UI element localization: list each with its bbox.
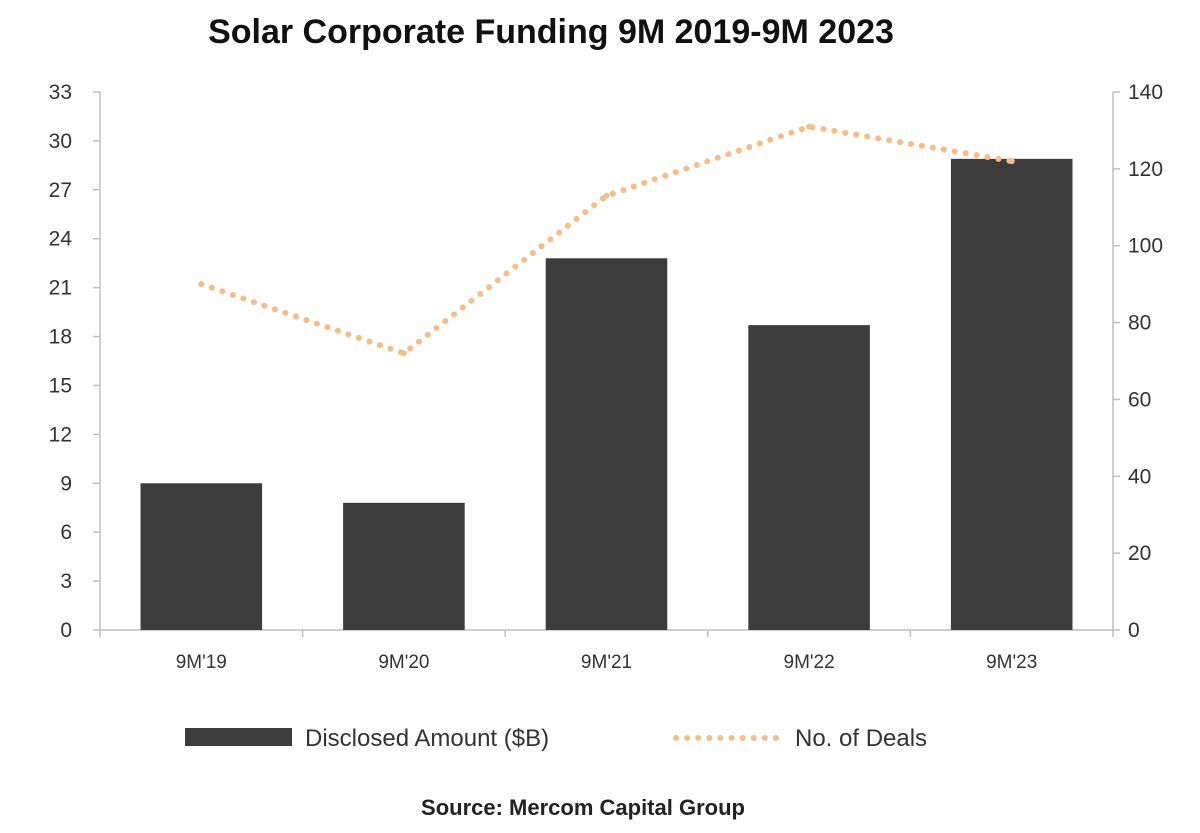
y-right-tick-label: 80: [1128, 312, 1151, 335]
x-tick-label: 9M'23: [986, 652, 1037, 673]
y-right-tick-label: 120: [1128, 158, 1163, 181]
y-left-tick-label: 0: [60, 619, 72, 642]
y-left-tick-label: 12: [49, 423, 72, 446]
plot-area: 0 3 6 9 12 15 18 21 24 27 30 33 0 20 40 60 80 100 120 140 9M…: [49, 81, 1163, 673]
bar: [545, 258, 668, 630]
y-left-tick-label: 18: [49, 326, 72, 349]
y-left-tick-label: 27: [49, 179, 72, 202]
y-left-tick-label: 15: [49, 374, 72, 397]
legend-label-bar: Disclosed Amount ($B): [305, 725, 549, 752]
x-tick-label: 9M'22: [784, 652, 835, 673]
y-right-tick-label: 60: [1128, 388, 1151, 411]
legend: Disclosed Amount ($B) No. of Deals: [185, 725, 927, 752]
y-right-tick-label: 0: [1128, 619, 1140, 642]
y-right-tick-label: 100: [1128, 235, 1163, 258]
deals-point: [400, 350, 407, 357]
y-left-tick-label: 21: [49, 277, 72, 300]
deals-point: [603, 192, 610, 199]
bar: [950, 158, 1073, 631]
y-right-tick-label: 20: [1128, 542, 1151, 565]
y-left-tick-label: 30: [49, 130, 72, 153]
legend-label-line: No. of Deals: [795, 725, 927, 752]
deals-point: [1008, 158, 1015, 165]
y-right-tick-label: 40: [1128, 465, 1151, 488]
deals-line: [198, 123, 1015, 357]
chart-title: Solar Corporate Funding 9M 2019-9M 2023: [208, 13, 894, 51]
y-left-tick-label: 24: [49, 228, 73, 251]
y-left-tick-label: 6: [60, 521, 72, 544]
x-tick-label: 9M'21: [581, 652, 632, 673]
y-right-tick-label: 140: [1128, 81, 1163, 104]
deals-point: [806, 123, 813, 130]
bar: [343, 502, 465, 630]
y-left-tick-label: 33: [49, 81, 72, 104]
y-left-tick-label: 3: [60, 570, 72, 593]
bar: [748, 325, 870, 630]
legend-swatch-bar: [185, 728, 292, 746]
x-tick-label: 9M'19: [176, 652, 227, 673]
y-left-tick-label: 9: [60, 472, 72, 495]
deals-point: [198, 281, 205, 288]
source-note: Source: Mercom Capital Group: [421, 795, 745, 820]
bar: [140, 483, 263, 630]
x-tick-label: 9M'20: [378, 652, 429, 673]
